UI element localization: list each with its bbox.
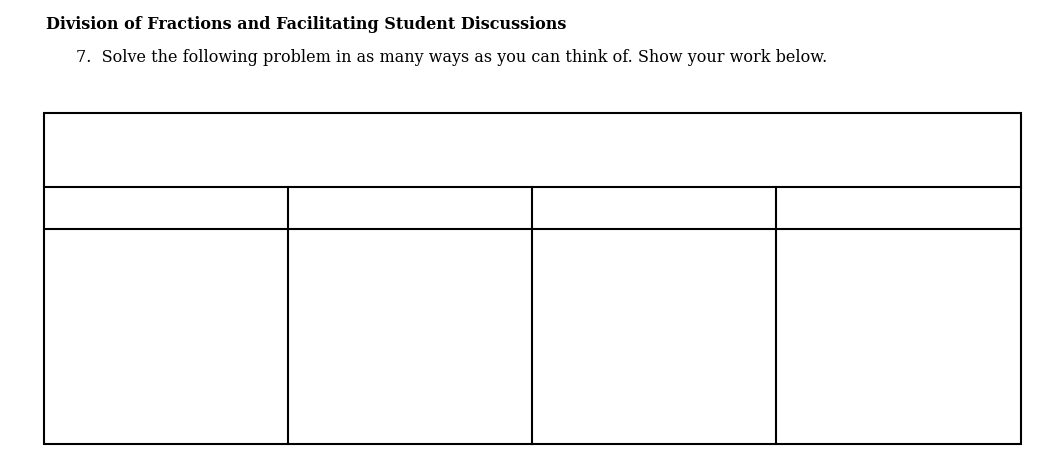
Text: Approach 1: Approach 1 — [113, 200, 219, 216]
Text: $8 \div \dfrac{1}{4} = ?$: $8 \div \dfrac{1}{4} = ?$ — [492, 132, 572, 168]
Text: 7.  Solve the following problem in as many ways as you can think of. Show your w: 7. Solve the following problem in as man… — [76, 49, 826, 66]
Text: Approach 3: Approach 3 — [602, 200, 708, 216]
Text: Approach 2: Approach 2 — [357, 200, 463, 216]
Text: Approach 4: Approach 4 — [845, 200, 951, 216]
Text: Division of Fractions and Facilitating Student Discussions: Division of Fractions and Facilitating S… — [46, 16, 567, 33]
